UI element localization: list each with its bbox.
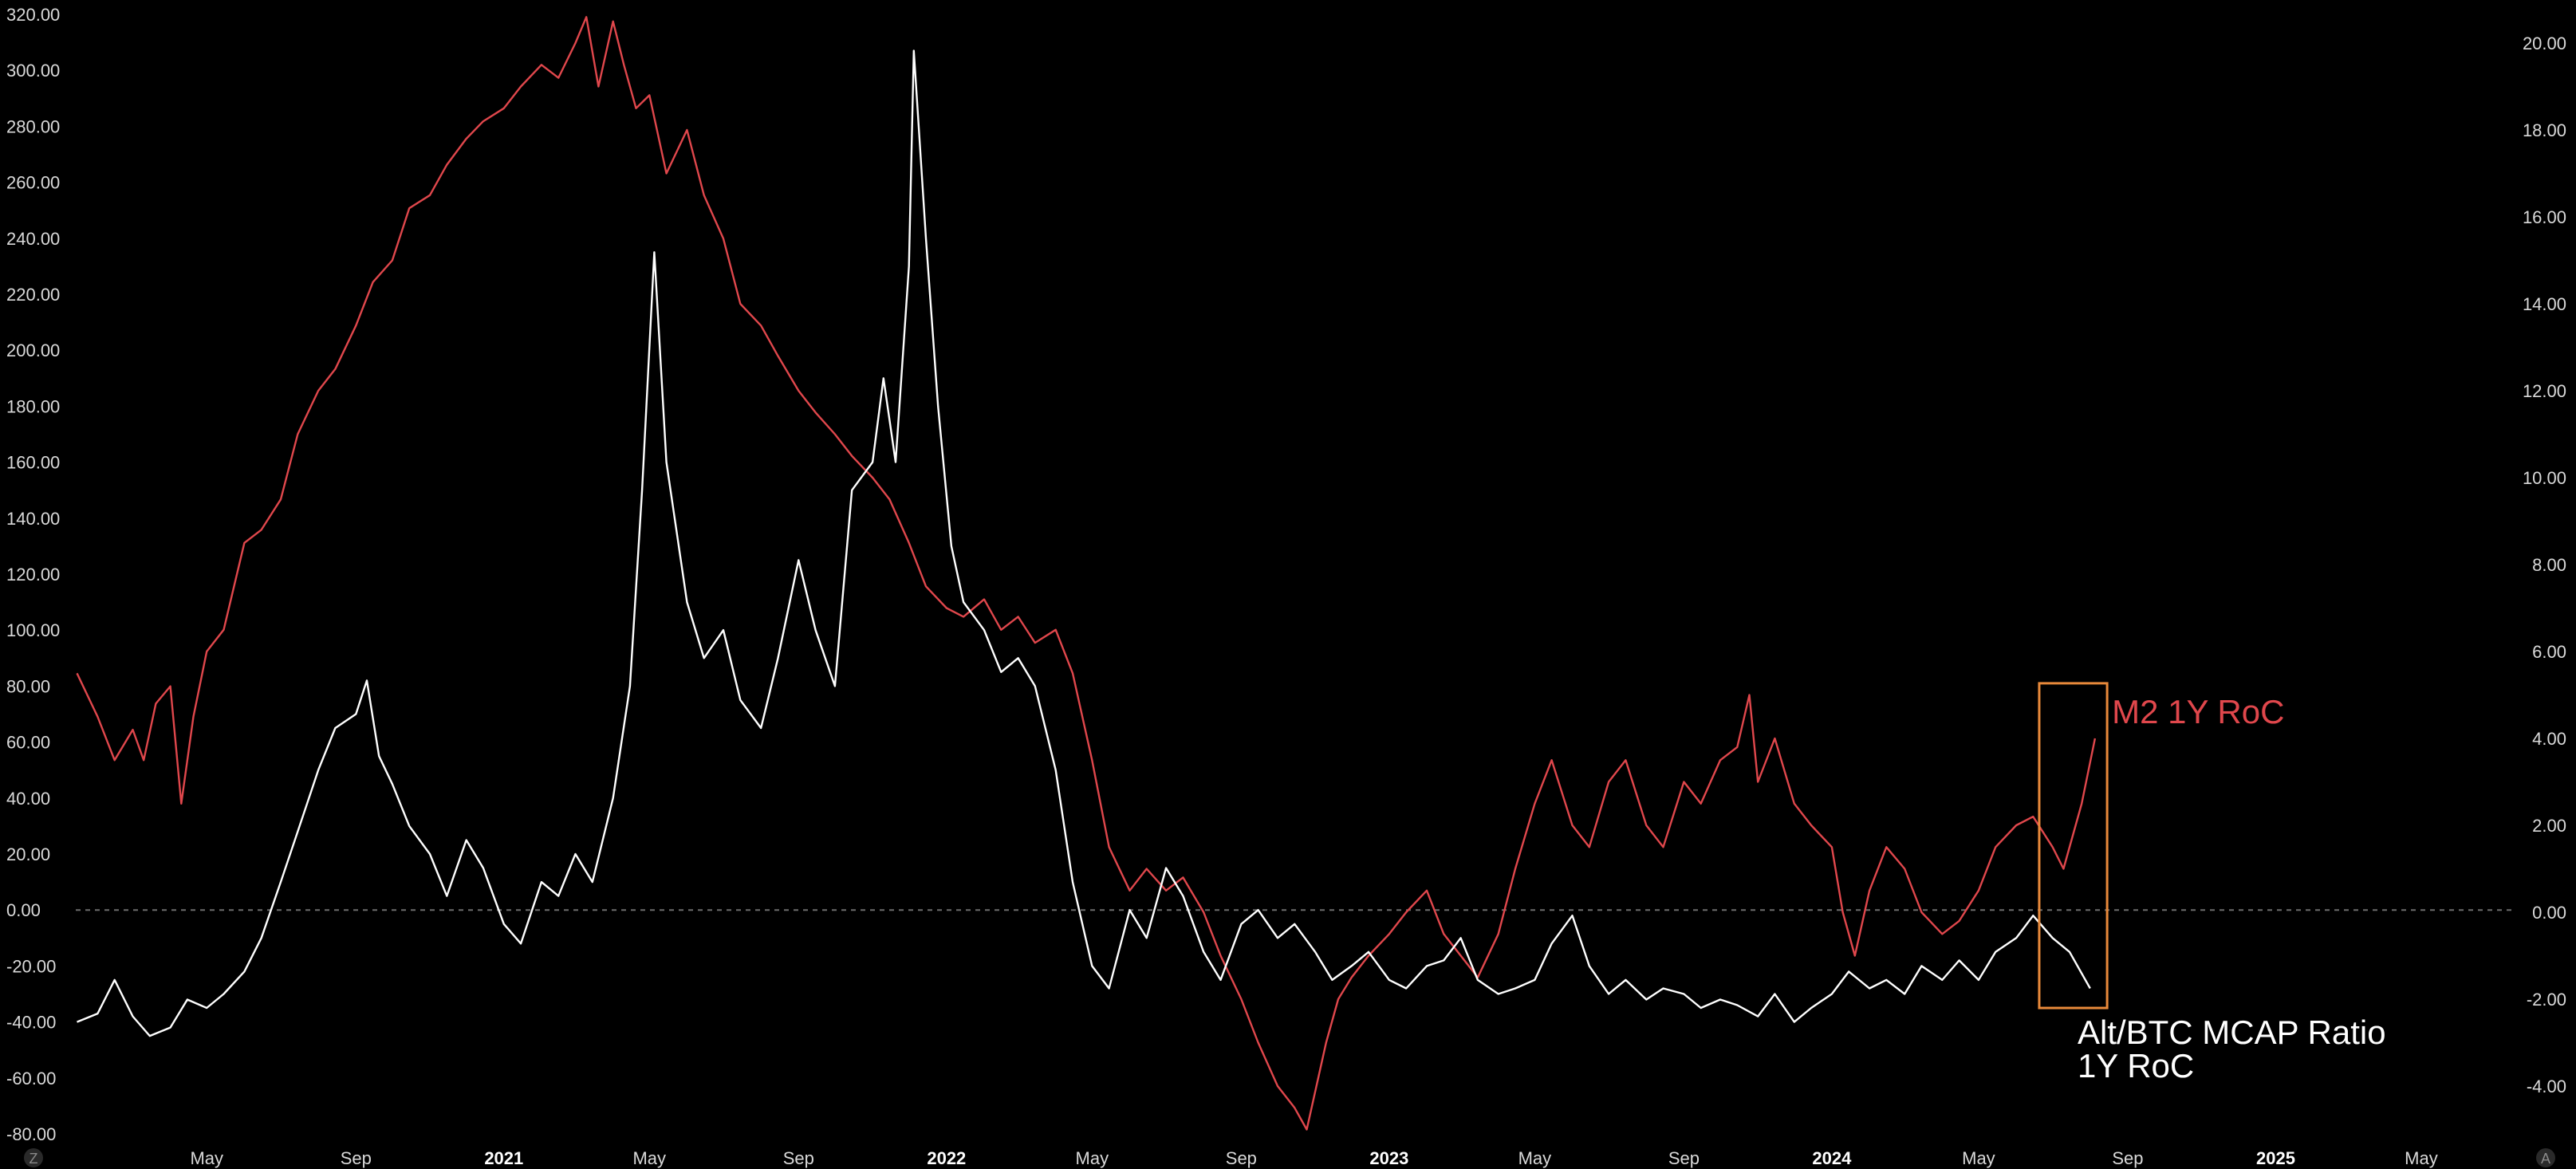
right-tick-label: 2.00 bbox=[2532, 816, 2566, 836]
x-tick-label: Sep bbox=[1226, 1148, 1257, 1168]
left-tick-label: -40.00 bbox=[6, 1013, 56, 1033]
right-tick-label: -2.00 bbox=[2527, 990, 2566, 1010]
left-tick-label: 280.00 bbox=[6, 116, 60, 136]
left-tick-label: 60.00 bbox=[6, 733, 50, 753]
right-tick-label: -4.00 bbox=[2527, 1077, 2566, 1096]
right-tick-label: 10.00 bbox=[2523, 468, 2566, 488]
right-tick-label: 16.00 bbox=[2523, 207, 2566, 227]
right-tick-label: 8.00 bbox=[2532, 555, 2566, 575]
left-tick-label: 200.00 bbox=[6, 340, 60, 360]
right-axis: -4.00 -2.00 0.00 2.00 4.00 6.00 8.00 10.00 12.00… bbox=[2523, 33, 2566, 1096]
x-tick-label: Sep bbox=[1668, 1148, 1700, 1168]
left-tick-label: 260.00 bbox=[6, 173, 60, 193]
left-tick-label: 160.00 bbox=[6, 453, 60, 473]
x-tick-label: 2023 bbox=[1369, 1148, 1408, 1168]
left-tick-label: 40.00 bbox=[6, 789, 50, 809]
x-tick-label: May bbox=[1962, 1148, 1995, 1168]
left-tick-label: 180.00 bbox=[6, 396, 60, 416]
x-tick-label: Sep bbox=[2112, 1148, 2143, 1168]
left-tick-label: 80.00 bbox=[6, 676, 50, 696]
corner-right-label: A bbox=[2541, 1151, 2550, 1167]
left-tick-label: 100.00 bbox=[6, 620, 60, 640]
x-tick-label: 2024 bbox=[1812, 1148, 1852, 1168]
x-tick-label: May bbox=[2405, 1148, 2438, 1168]
x-tick-label: 2021 bbox=[484, 1148, 523, 1168]
right-tick-label: 6.00 bbox=[2532, 642, 2566, 662]
right-tick-label: 0.00 bbox=[2532, 903, 2566, 923]
highlight-rect bbox=[2038, 682, 2109, 1010]
x-axis: May Sep 2021 May Sep 2022 May Sep 2023 May Sep 2024… bbox=[190, 1148, 2437, 1168]
corner-left-label: Z bbox=[30, 1151, 38, 1167]
x-tick-label: May bbox=[1076, 1148, 1109, 1168]
x-tick-label: 2022 bbox=[927, 1148, 966, 1168]
x-tick-label: Sep bbox=[341, 1148, 372, 1168]
left-tick-label: 120.00 bbox=[6, 565, 60, 584]
series-line-alt-btc-mcap-ratio-1y-roc bbox=[77, 49, 2091, 1037]
left-tick-label: 240.00 bbox=[6, 229, 60, 249]
left-tick-label: 300.00 bbox=[6, 61, 60, 81]
left-tick-label: -80.00 bbox=[6, 1124, 56, 1144]
x-tick-label: May bbox=[632, 1148, 666, 1168]
left-tick-label: 140.00 bbox=[6, 509, 60, 529]
series-label-alt-btc-line2: 1Y RoC bbox=[2078, 1047, 2194, 1084]
x-tick-label: Sep bbox=[783, 1148, 814, 1168]
left-tick-label: 20.00 bbox=[6, 844, 50, 864]
right-tick-label: 20.00 bbox=[2523, 33, 2566, 53]
right-tick-label: 18.00 bbox=[2523, 120, 2566, 140]
left-tick-label: 220.00 bbox=[6, 285, 60, 305]
corner-right-badge[interactable] bbox=[2536, 1148, 2555, 1167]
x-tick-label: May bbox=[1518, 1148, 1552, 1168]
x-tick-label: 2025 bbox=[2256, 1148, 2295, 1168]
right-tick-label: 4.00 bbox=[2532, 729, 2566, 749]
x-tick-label: May bbox=[190, 1148, 223, 1168]
left-tick-label: -60.00 bbox=[6, 1069, 56, 1088]
right-tick-label: 12.00 bbox=[2523, 381, 2566, 401]
left-axis: -80.00 -60.00 -40.00 -20.00 0.00 20.00 40.00 60… bbox=[6, 5, 60, 1144]
left-tick-label: 0.00 bbox=[6, 900, 41, 920]
left-tick-label: 320.00 bbox=[6, 5, 60, 25]
series-label-alt-btc-line1: Alt/BTC MCAP Ratio bbox=[2078, 1014, 2386, 1051]
right-tick-label: 14.00 bbox=[2523, 294, 2566, 314]
series-line-m2-1y-roc bbox=[76, 16, 2097, 1131]
left-tick-label: -20.00 bbox=[6, 956, 56, 976]
corner-left-badge[interactable] bbox=[24, 1148, 43, 1167]
series-label-m2: M2 1Y RoC bbox=[2112, 693, 2284, 730]
